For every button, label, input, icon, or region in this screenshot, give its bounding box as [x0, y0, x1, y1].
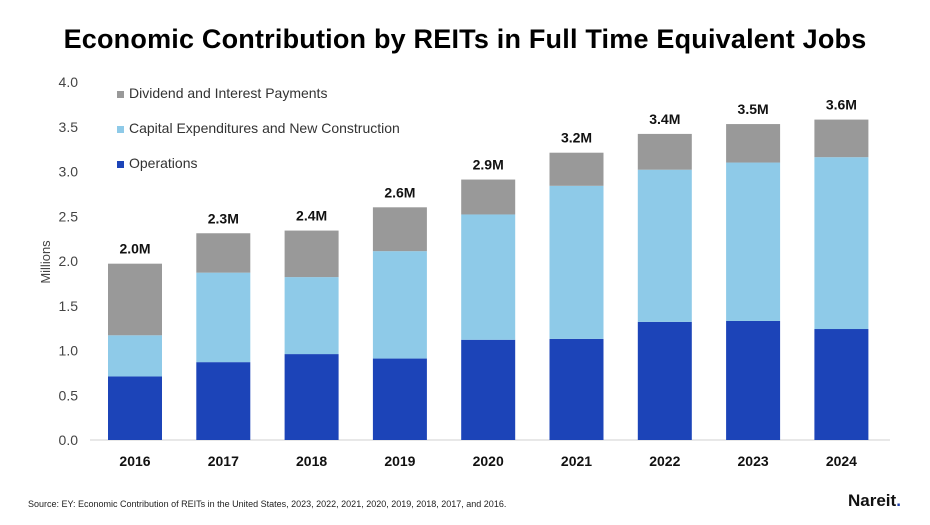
- bar-segment-operations: [637, 321, 692, 440]
- total-data-label: 3.6M: [826, 97, 857, 113]
- bar-segment-dividend-and-interest-payments: [726, 124, 781, 163]
- legend-swatch: [117, 91, 124, 98]
- bar-segment-capital-expenditures-and-new-construction: [284, 277, 339, 355]
- x-tick-label: 2017: [208, 453, 239, 469]
- x-tick-label: 2023: [738, 453, 769, 469]
- total-data-label: 3.5M: [738, 101, 769, 117]
- bar-segment-operations: [196, 362, 251, 440]
- legend-swatch: [117, 161, 124, 168]
- bar-segment-operations: [108, 376, 162, 440]
- y-tick-label: 1.5: [59, 298, 79, 314]
- source-note: Source: EY: Economic Contribution of REI…: [28, 499, 507, 509]
- bar-segment-capital-expenditures-and-new-construction: [108, 335, 162, 377]
- y-tick-label: 4.0: [59, 74, 79, 90]
- total-data-label: 2.3M: [208, 210, 239, 226]
- legend-label: Dividend and Interest Payments: [129, 85, 327, 101]
- total-data-label: 3.2M: [561, 130, 592, 146]
- total-data-label: 2.4M: [296, 208, 327, 224]
- bar-segment-operations: [814, 329, 869, 440]
- bar-segment-capital-expenditures-and-new-construction: [549, 185, 604, 339]
- bar-segment-operations: [726, 320, 781, 440]
- y-tick-label: 3.0: [59, 164, 79, 180]
- bar-segment-dividend-and-interest-payments: [284, 230, 339, 278]
- x-tick-label: 2019: [384, 453, 415, 469]
- bar-segment-operations: [372, 358, 427, 440]
- bar-segment-operations: [549, 338, 604, 440]
- legend-label: Capital Expenditures and New Constructio…: [129, 120, 400, 136]
- bar-segment-dividend-and-interest-payments: [461, 179, 516, 215]
- bar-segment-dividend-and-interest-payments: [549, 152, 604, 186]
- bar-segment-dividend-and-interest-payments: [108, 263, 162, 336]
- y-tick-label: 2.0: [59, 253, 79, 269]
- x-tick-label: 2018: [296, 453, 327, 469]
- bar-segment-capital-expenditures-and-new-construction: [196, 272, 251, 363]
- total-data-label: 3.4M: [649, 111, 680, 127]
- bar-segment-capital-expenditures-and-new-construction: [461, 214, 516, 340]
- bar-segment-dividend-and-interest-payments: [372, 207, 427, 252]
- y-tick-label: 3.5: [59, 119, 79, 135]
- bar-segment-dividend-and-interest-payments: [637, 133, 692, 170]
- y-axis-label: Millions: [38, 240, 53, 284]
- bar-segment-dividend-and-interest-payments: [814, 119, 869, 158]
- y-tick-label: 0.5: [59, 387, 79, 403]
- y-tick-label: 0.0: [59, 432, 79, 448]
- nareit-logo: Nareit.: [848, 491, 901, 510]
- total-data-label: 2.0M: [119, 241, 150, 257]
- y-tick-label: 1.0: [59, 343, 79, 359]
- x-tick-label: 2022: [649, 453, 680, 469]
- bar-segment-capital-expenditures-and-new-construction: [726, 162, 781, 321]
- total-data-label: 2.9M: [473, 157, 504, 173]
- bar-segment-operations: [461, 339, 516, 440]
- legend-swatch: [117, 126, 124, 133]
- legend-label: Operations: [129, 155, 197, 171]
- bar-segment-capital-expenditures-and-new-construction: [814, 157, 869, 330]
- bar-segment-capital-expenditures-and-new-construction: [372, 251, 427, 359]
- x-tick-label: 2016: [119, 453, 150, 469]
- bar-segment-dividend-and-interest-payments: [196, 233, 251, 273]
- bar-segment-capital-expenditures-and-new-construction: [637, 169, 692, 322]
- y-tick-label: 2.5: [59, 208, 79, 224]
- bar-segment-operations: [284, 354, 339, 440]
- x-tick-label: 2024: [826, 453, 857, 469]
- x-tick-label: 2020: [473, 453, 504, 469]
- chart-title: Economic Contribution by REITs in Full T…: [63, 24, 867, 54]
- x-tick-label: 2021: [561, 453, 592, 469]
- total-data-label: 2.6M: [384, 184, 415, 200]
